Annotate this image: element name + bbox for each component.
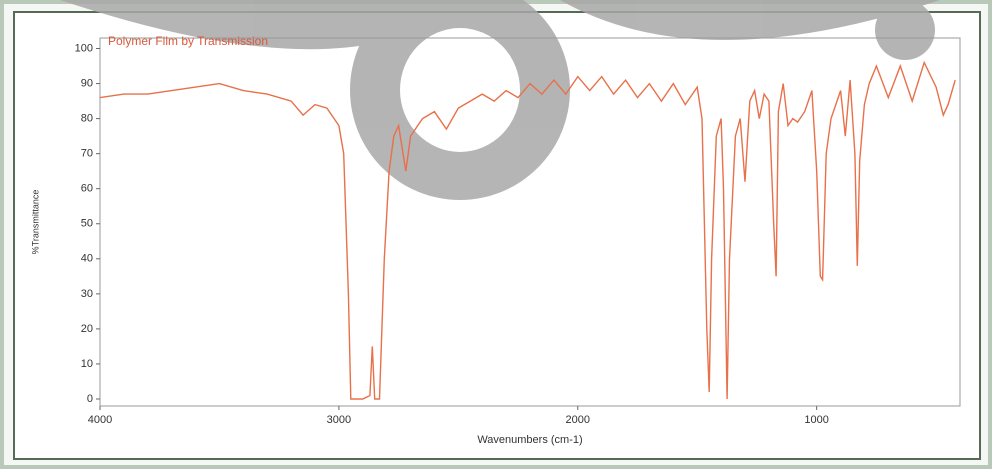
- y-tick-label: 90: [81, 77, 93, 89]
- y-tick-label: 20: [81, 323, 93, 335]
- x-tick-label: 3000: [327, 414, 351, 426]
- y-tick-label: 70: [81, 148, 93, 160]
- y-axis-label: %Transmittance: [30, 190, 40, 255]
- y-tick-label: 50: [81, 218, 93, 230]
- watermark-hole: [400, 28, 520, 152]
- y-tick-label: 100: [75, 42, 93, 54]
- y-tick-label: 30: [81, 288, 93, 300]
- watermark: [60, 0, 940, 200]
- x-tick-label: 1000: [804, 414, 828, 426]
- x-axis-label: Wavenumbers (cm-1): [477, 434, 582, 446]
- x-tick-label: 2000: [566, 414, 590, 426]
- y-tick-label: 0: [87, 393, 93, 405]
- chart-title: Polymer Film by Transmission: [108, 34, 268, 48]
- y-tick-label: 80: [81, 113, 93, 125]
- plot-area: [99, 37, 961, 407]
- x-tick-label: 4000: [88, 414, 112, 426]
- spectrum-line: [99, 60, 956, 400]
- y-tick-label: 40: [81, 253, 93, 265]
- y-tick-label: 60: [81, 183, 93, 195]
- y-tick-label: 10: [81, 358, 93, 370]
